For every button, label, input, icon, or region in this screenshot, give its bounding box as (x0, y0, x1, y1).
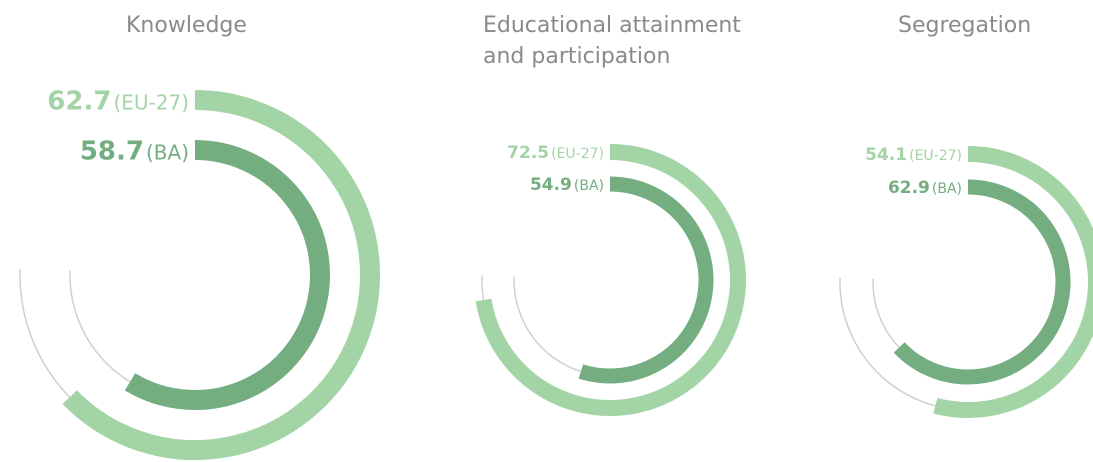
panel-title: Knowledge (126, 13, 247, 38)
value-label: 54.9 (530, 175, 572, 195)
data-label: 58.7 (BA) (80, 136, 189, 166)
data-label: 62.7 (EU-27) (47, 86, 189, 116)
panel-title: Segregation (898, 13, 1032, 38)
series-name: (EU-27) (909, 148, 962, 164)
value-label: 72.5 (507, 143, 549, 163)
arc-bar (475, 144, 746, 416)
arc-bar (62, 90, 380, 460)
arc-bar (933, 146, 1093, 418)
arc-bar (124, 140, 330, 410)
panel-title: Educational attainment and participation (483, 13, 741, 69)
value-label: 58.7 (80, 136, 144, 166)
series-name: (EU-27) (551, 146, 604, 162)
series-name: (BA) (146, 140, 189, 164)
series-name: (BA) (932, 181, 962, 197)
arc-bar (893, 179, 1071, 385)
data-label: 54.1 (EU-27) (865, 145, 962, 165)
series-name: (EU-27) (113, 90, 189, 114)
data-label: 72.5 (EU-27) (507, 143, 604, 163)
value-label: 62.9 (888, 178, 930, 198)
data-label: 62.9 (BA) (888, 178, 962, 198)
value-label: 54.1 (865, 145, 907, 165)
data-label: 54.9 (BA) (530, 175, 604, 195)
series-name: (BA) (574, 178, 604, 194)
value-label: 62.7 (47, 86, 111, 116)
arc-bar (578, 176, 714, 384)
